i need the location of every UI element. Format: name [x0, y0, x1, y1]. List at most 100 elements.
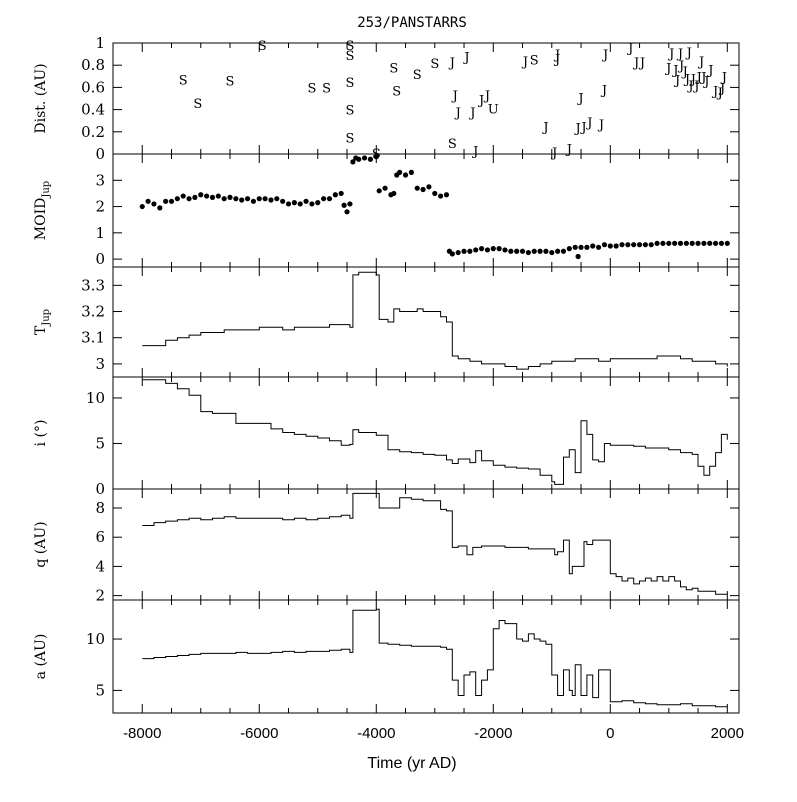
- moid-point: [677, 240, 684, 246]
- y-tick-label-tjup: 3.2: [81, 303, 105, 321]
- moid-point: [601, 242, 608, 248]
- moid-point: [274, 196, 280, 202]
- moid-point: [145, 198, 151, 204]
- marker-J-point: J: [695, 70, 702, 85]
- moid-point: [607, 243, 613, 249]
- marker-S-point: S: [307, 81, 316, 96]
- moid-point: [391, 190, 397, 197]
- moid-point: [543, 248, 549, 254]
- marker-J-point: J: [692, 79, 699, 94]
- y-axis-label-sub-moid: Jup: [41, 181, 52, 199]
- y-tick-label-q: 6: [95, 528, 105, 546]
- marker-S-point: S: [322, 81, 331, 96]
- moid-point: [636, 242, 643, 248]
- marker-J-point: J: [454, 106, 461, 121]
- moid-point: [326, 196, 333, 202]
- moid-point: [221, 196, 227, 202]
- marker-S-point: S: [345, 39, 354, 54]
- moid-point: [367, 156, 374, 162]
- series-line-a: [142, 608, 728, 708]
- marker-J-point: J: [676, 47, 683, 62]
- marker-J-point: J: [483, 89, 490, 104]
- marker-J-point: J: [574, 121, 581, 136]
- marker-J-point: J: [638, 56, 645, 71]
- moid-point: [239, 197, 245, 203]
- moid-point: [496, 246, 502, 252]
- moid-point: [575, 253, 581, 260]
- moid-point: [332, 192, 338, 198]
- moid-point: [168, 198, 175, 204]
- marker-J-point: J: [699, 70, 706, 85]
- moid-point: [701, 240, 707, 246]
- marker-J-point: J: [671, 64, 678, 79]
- marker-S-point: S: [345, 104, 354, 119]
- moid-point: [376, 188, 382, 194]
- moid-point: [303, 198, 309, 204]
- moid-point: [473, 247, 479, 253]
- moid-point: [268, 197, 274, 203]
- moid-point: [157, 205, 163, 211]
- marker-J-point: J: [718, 81, 725, 96]
- moid-point: [198, 192, 204, 198]
- marker-J-point: J: [667, 47, 674, 62]
- marker-J-point: J: [585, 116, 592, 131]
- moid-point: [227, 194, 233, 200]
- moid-point: [186, 196, 192, 202]
- marker-J-point: J: [468, 106, 475, 121]
- moid-point: [361, 155, 368, 161]
- x-tick-label: 2000: [711, 725, 744, 742]
- moid-point: [560, 248, 567, 254]
- panel-frame-q: [112, 488, 740, 601]
- marker-J-point: J: [597, 118, 604, 133]
- y-axis-label-tjup: TJup: [33, 309, 52, 335]
- moid-point: [584, 244, 590, 250]
- y-tick-label-tjup: 3.1: [81, 329, 105, 347]
- moid-point: [347, 201, 353, 207]
- moid-point: [619, 242, 625, 248]
- marker-S-point: S: [430, 57, 439, 72]
- moid-point: [537, 248, 543, 254]
- y-tick-label-q: 8: [95, 499, 105, 517]
- y-tick-label-dist: 0.2: [81, 123, 105, 141]
- moid-point: [382, 185, 388, 191]
- marker-J-point: J: [601, 48, 608, 63]
- moid-point: [578, 244, 584, 250]
- marker-J-point: J: [553, 53, 560, 68]
- x-tick-label: 0: [606, 725, 614, 742]
- y-tick-label-q: 2: [95, 587, 105, 605]
- marker-J-point: J: [689, 73, 696, 88]
- y-axis-label-a: a (AU): [33, 634, 49, 680]
- moid-point: [683, 240, 689, 246]
- y-tick-label-tjup: 3.3: [81, 276, 105, 294]
- moid-point: [707, 240, 713, 246]
- moid-point: [420, 186, 426, 193]
- marker-J-point: J: [477, 94, 484, 109]
- moid-point: [666, 240, 672, 246]
- chart-title: 253/PANSTARRS: [357, 15, 467, 31]
- y-axis-label-q: q (AU): [33, 521, 49, 567]
- moid-point: [695, 240, 701, 246]
- y-tick-label-moid: 0: [95, 250, 105, 268]
- moid-point: [291, 200, 297, 206]
- marker-S-point: S: [258, 39, 267, 54]
- marker-J-point: J: [541, 120, 548, 135]
- marker-S-point: S: [392, 85, 401, 100]
- moid-point: [297, 201, 303, 207]
- moid-point: [525, 249, 531, 256]
- panel-frame-incl: [112, 376, 740, 490]
- moid-point: [262, 196, 268, 202]
- moid-point: [350, 159, 356, 165]
- marker-S-point: S: [193, 97, 202, 112]
- moid-point: [660, 240, 666, 246]
- marker-S-point: S: [226, 75, 235, 90]
- marker-J-point: J: [626, 41, 633, 56]
- panel-frame-moid: [112, 153, 740, 268]
- y-tick-label-incl: 10: [86, 389, 105, 407]
- moid-point: [174, 196, 180, 202]
- marker-J-point: J: [451, 89, 458, 104]
- marker-J-point: J: [471, 145, 478, 160]
- moid-point: [139, 203, 145, 210]
- moid-point: [151, 201, 157, 207]
